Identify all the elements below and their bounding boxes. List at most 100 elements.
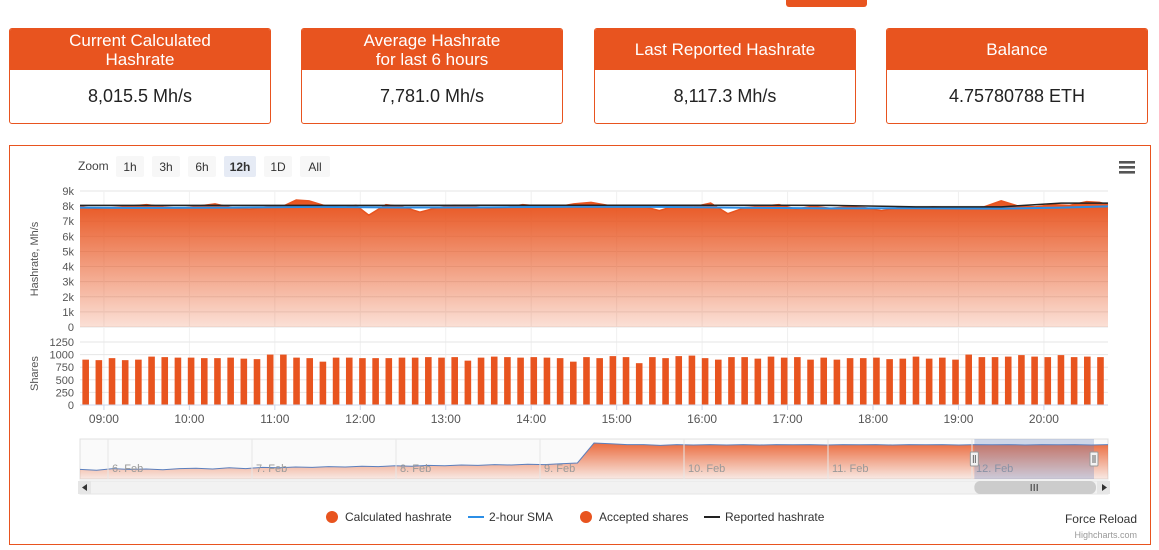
navigator-date-label: 8. Feb (400, 463, 431, 475)
accepted-shares-bar (939, 357, 946, 405)
accepted-shares-bar (1031, 356, 1038, 405)
navigator-date-label: 11. Feb (832, 463, 869, 475)
scrollbar-thumb[interactable] (974, 481, 1096, 494)
accepted-shares-bar (649, 357, 656, 405)
accepted-shares-bar (359, 358, 366, 405)
legend-symbol (580, 511, 592, 523)
x-tick-label: 11:00 (260, 412, 289, 426)
navigator-line (79, 442, 1109, 471)
zoom-label: Zoom (78, 159, 109, 173)
navigator-handle-right[interactable] (1089, 451, 1099, 467)
zoom-button-1h[interactable] (116, 156, 144, 177)
x-tick-label: 20:00 (1029, 412, 1059, 426)
accepted-shares-bar (728, 357, 735, 405)
legend-item[interactable]: Reported hashrate (704, 510, 825, 524)
accepted-shares-bar (1084, 356, 1091, 405)
y-tick-label: 250 (56, 387, 74, 399)
zoom-button-3h[interactable] (152, 156, 180, 177)
y-tick-label: 5k (62, 246, 74, 258)
balance-card: Balance 4.75780788 ETH (886, 28, 1148, 124)
card-title: Last Reported Hashrate (595, 29, 855, 70)
y-tick-label: 1k (62, 307, 74, 319)
top-active-tab[interactable] (786, 0, 867, 7)
card-title-text: Current Calculated Hashrate (69, 30, 211, 69)
accepted-shares-bar (952, 359, 959, 405)
force-reload-link[interactable]: Force Reload (1065, 512, 1137, 526)
accepted-shares-bar (161, 357, 169, 405)
accepted-shares-bar (741, 357, 748, 405)
chevron-left-icon (82, 484, 87, 491)
accepted-shares-bar (1018, 355, 1025, 405)
x-tick-label: 10:00 (174, 412, 204, 426)
accepted-shares-bar (82, 359, 89, 405)
sma-line (79, 205, 1109, 210)
accepted-shares-bar (332, 357, 340, 405)
accepted-shares-bar (780, 357, 788, 405)
accepted-shares-bar (121, 360, 129, 405)
x-tick-label: 17:00 (773, 412, 803, 426)
accepted-shares-bar (464, 360, 472, 405)
navigator-selected-range[interactable] (974, 439, 1094, 479)
navigator-scrollbar[interactable] (78, 480, 1110, 495)
accepted-shares-bar (1004, 356, 1012, 405)
accepted-shares-bar (148, 356, 155, 405)
accepted-shares-bar (1097, 357, 1104, 405)
zoom-button-label: All (308, 160, 321, 174)
accepted-shares-bar (253, 359, 261, 405)
navigator-handle-body (969, 451, 979, 467)
legend-item[interactable]: Calculated hashrate (326, 510, 452, 524)
y-tick-label: 9k (62, 186, 74, 198)
accepted-shares-bar (1057, 355, 1065, 405)
calculated-hashrate-area (80, 200, 1108, 327)
navigator-date-label: 12. Feb (976, 463, 1013, 475)
card-title: Balance (887, 29, 1147, 70)
accepted-shares-bar (438, 357, 445, 405)
accepted-shares-bar (95, 360, 103, 405)
accepted-shares-bar (200, 358, 208, 405)
accepted-shares-bar (1070, 357, 1078, 405)
accepted-shares-bar (622, 357, 630, 405)
zoom-button-label: 6h (195, 160, 208, 174)
accepted-shares-bar (635, 363, 643, 405)
scrollbar-track[interactable] (79, 480, 1109, 495)
accepted-shares-bar (820, 357, 828, 405)
x-tick-label: 12:00 (345, 412, 375, 426)
menu-icon-bar (1119, 161, 1135, 164)
accepted-shares-bar (662, 358, 669, 405)
x-tick-label: 13:00 (431, 412, 461, 426)
zoom-button-1d[interactable] (264, 156, 292, 177)
accepted-shares-bar (214, 358, 221, 405)
accepted-shares-bar (425, 357, 432, 405)
y-axis-label: Shares (29, 356, 41, 391)
accepted-shares-bar (767, 356, 775, 405)
legend-item[interactable]: 2-hour SMA (468, 510, 553, 524)
hashrate-chart-panel: Zoom 1h 3h 6h 12h 1D All 0 1k 2k 3k 4k 5k 6k 7k 8k 9k Ha… (9, 145, 1151, 545)
card-title-text: Last Reported Hashrate (634, 40, 816, 59)
card-value: 7,781.0 Mh/s (379, 86, 485, 106)
accepted-shares-bar (504, 357, 511, 405)
navigator-handle-left[interactable] (969, 451, 979, 467)
accepted-shares-bar (293, 357, 300, 405)
accepted-shares-bar (372, 358, 379, 405)
navigator-date-label: 10. Feb (688, 463, 725, 475)
legend-label: Accepted shares (599, 510, 688, 524)
accepted-shares-bar (925, 358, 933, 405)
accepted-shares-bar (794, 357, 801, 405)
current-hashrate-card: Current Calculated Hashrate 8,015.5 Mh/s (9, 28, 271, 124)
zoom-button-6h[interactable] (188, 156, 216, 177)
zoom-button-label: 12h (230, 160, 251, 174)
accepted-shares-bar (873, 357, 880, 405)
zoom-button-all[interactable] (300, 156, 330, 177)
zoom-button-12h[interactable] (224, 156, 256, 177)
legend-item[interactable]: Accepted shares (580, 510, 688, 524)
hamburger-menu-icon[interactable] (1119, 161, 1135, 174)
navigator-date-label: 9. Feb (544, 463, 575, 475)
accepted-shares-bar (174, 357, 182, 405)
accepted-shares-bar (306, 358, 314, 405)
accepted-shares-bar (385, 358, 393, 405)
accepted-shares-bar (701, 358, 709, 405)
accepted-shares-bar (833, 359, 841, 405)
accepted-shares-bar (398, 357, 406, 405)
accepted-shares-bar (609, 356, 617, 405)
zoom-button-label: 1h (123, 160, 136, 174)
